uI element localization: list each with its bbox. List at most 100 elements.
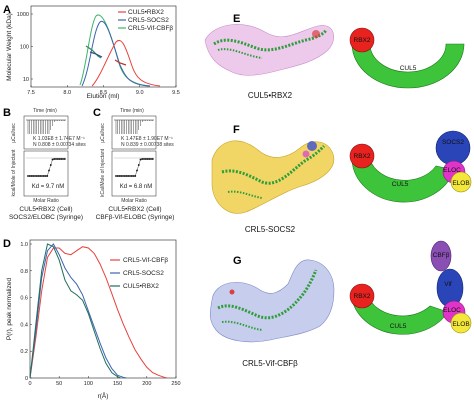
elob-shape-g xyxy=(450,312,472,334)
rbx2-density-g xyxy=(229,289,235,295)
vif-label: Vif xyxy=(444,281,452,288)
panel-a-ytick-label: 100 xyxy=(20,45,29,51)
socs2-density xyxy=(307,141,317,151)
panel-d-ytick-label: 1.0 xyxy=(20,242,28,248)
panel-c-isotherm-points xyxy=(114,157,154,177)
panel-c-caption-2: CBFβ-Vif-ELOBC (Syringe) xyxy=(96,214,175,221)
cul5-label-f: CUL5 xyxy=(392,181,409,188)
panel-b-fit-2: K 1.03E8 ± 1.74E7 M⁻¹ xyxy=(33,136,85,142)
panel-d-legend-2: CRL5-SOCS2 xyxy=(123,270,164,277)
panel-d-xtick-label: 200 xyxy=(142,381,151,387)
panel-f-envelope xyxy=(211,140,335,214)
eloc-label: ELOC xyxy=(443,167,461,174)
panel-f-label: F xyxy=(233,124,240,136)
panel-d-xtick-label: 250 xyxy=(171,381,180,387)
panel-a-legend-2: CRL5-SOCS2 xyxy=(128,17,169,24)
panel-e-label: E xyxy=(233,13,240,25)
cbfb-label: CBFβ xyxy=(433,252,450,259)
panel-d-series xyxy=(29,243,168,379)
itc-fit-line xyxy=(116,158,153,177)
panel-b-itc: Time (min) N 0.808 ± 0.00734 sites K 1.0… xyxy=(9,108,86,221)
cul5-label: CUL5 xyxy=(400,65,417,72)
panel-d-chart: 0 50 100 150 200 250 0 0.2 0.4 0.6 0.8 1.0 r(Å) P(r… xyxy=(6,239,181,400)
panel-b-kd: Kd = 9.7 nM xyxy=(32,184,65,190)
panel-a-legend-3: CRL5-Vif-CBFβ xyxy=(128,25,173,32)
panel-c-label: C xyxy=(93,107,101,119)
panel-d-legend-1: CRL5-Vif-CBFβ xyxy=(123,257,168,264)
panel-b-caption-1: CUL5•RBX2 (Cell) xyxy=(19,206,72,213)
panel-d-xlabel: r(Å) xyxy=(98,391,109,400)
panel-a-series-socs2 xyxy=(81,20,151,87)
panel-f-caption: CRL5-SOCS2 xyxy=(245,225,296,234)
panel-a-legend-1: CUL5•RBX2 xyxy=(128,9,164,16)
panel-b-fit-1: N 0.808 ± 0.00734 sites xyxy=(33,142,86,148)
panel-c-raw-injections xyxy=(114,119,154,134)
panel-a-xlabel: Elution (ml) xyxy=(87,93,120,100)
panel-b-label: B xyxy=(3,107,11,119)
itc-fit-line xyxy=(28,158,65,177)
panel-a-ytick-label: 1000 xyxy=(17,12,29,18)
socs2-ribbon xyxy=(221,144,326,185)
panel-d-series-line-1 xyxy=(29,246,168,379)
cul5-rbx2-ribbon-2 xyxy=(217,48,263,59)
panel-d-label: D xyxy=(3,238,11,250)
panel-a-mw-cul5-rbx2 xyxy=(114,59,127,66)
cul5-shape xyxy=(351,43,465,89)
panel-c-fit-1: N 0.839 ± 0.00738 sites xyxy=(121,142,174,148)
elob-label: ELOB xyxy=(452,180,469,187)
panel-g-envelope xyxy=(209,259,335,343)
panel-b-caption-2: SOCS2/ELOBC (Syringe) xyxy=(9,214,83,221)
elob-shape xyxy=(450,171,472,193)
panel-c-bottom-ylabel: kCal/Mole of Injectant xyxy=(100,148,106,197)
rbx2-shape-g xyxy=(349,283,375,309)
socs2-shape xyxy=(435,130,471,166)
panel-a-xtick-label: 8.0 xyxy=(63,90,71,96)
panel-c-fit-2: K 1.47E8 ± 1.90E7 M⁻¹ xyxy=(121,136,173,142)
panel-g-label: G xyxy=(233,255,242,267)
rbx2-shape-f xyxy=(349,143,375,169)
panel-b-raw-injections xyxy=(26,119,66,134)
panel-d-xtick-label: 150 xyxy=(113,381,122,387)
vif-cbfb-ribbon xyxy=(217,269,318,320)
panel-a-xtick-label: 9.5 xyxy=(172,90,180,96)
panel-d-ytick-label: 0 xyxy=(25,376,28,382)
panel-b-isotherm-points xyxy=(26,157,66,177)
panel-a-ytick-label: 10 xyxy=(23,77,29,83)
panel-d-series-line-3 xyxy=(29,243,121,379)
panel-c-kd: Kd = 6.8 nM xyxy=(120,184,153,190)
panel-a-ticks: 7.5 8.0 8.5 9.0 9.5 10 100 1000 xyxy=(17,12,180,96)
panel-d-xtick-label: 0 xyxy=(28,381,31,387)
panel-b-xlabel: Molar Ratio xyxy=(33,198,59,204)
rbx2-shape xyxy=(349,27,375,53)
elob-label-g: ELOB xyxy=(452,321,469,328)
panel-a-mw-socs2 xyxy=(89,51,103,58)
panel-a-xtick-label: 8.5 xyxy=(100,90,108,96)
panel-c-itc: Time (min) N 0.839 ± 0.00738 sites K 1.4… xyxy=(96,108,175,221)
socs2-label: SOCS2 xyxy=(442,139,464,146)
panel-b-bottom-ylabel: kcal/Mole of Injectant xyxy=(11,149,17,197)
panel-a-ylabel: Molecular Weight (kDa) xyxy=(6,13,13,81)
panel-d-legend-3: CUL5•RBX2 xyxy=(123,283,159,290)
panel-e-schematic: CUL5 RBX2 xyxy=(349,27,465,89)
panel-d-legend: CRL5-Vif-CBFβ CRL5-SOCS2 CUL5•RBX2 xyxy=(110,257,168,290)
panel-d-ticks: 0 50 100 150 200 250 0 0.2 0.4 0.6 0.8 1.0 xyxy=(20,242,180,387)
panel-e-envelope xyxy=(204,24,335,76)
panel-d-frame xyxy=(29,239,177,379)
panel-b-time-label: Time (min) xyxy=(33,108,57,114)
panel-d-xtick-label: 50 xyxy=(56,381,62,387)
panel-a-label: A xyxy=(3,4,11,16)
panel-d-xtick-label: 100 xyxy=(84,381,93,387)
rbx2-label: RBX2 xyxy=(354,37,371,44)
panel-a-xtick-label: 9.0 xyxy=(136,90,144,96)
panel-c-xlabel: Molar Ratio xyxy=(121,198,147,204)
panel-d-series-line-2 xyxy=(29,243,127,379)
panel-a-xtick-label: 7.5 xyxy=(27,90,35,96)
cbfb-shape xyxy=(430,240,452,272)
rbx2-density xyxy=(312,30,320,38)
panel-g-schematic: CUL5 RBX2 CBFβ Vif ELOC ELOB xyxy=(349,240,472,335)
panel-d-ylabel: P(r), peak normalized xyxy=(6,278,13,341)
panel-d-ytick-label: 0.6 xyxy=(20,296,28,302)
panel-c-caption-1: CUL5•RBX2 (Cell) xyxy=(108,206,161,213)
panel-a-series-cul5-rbx2 xyxy=(91,40,161,87)
